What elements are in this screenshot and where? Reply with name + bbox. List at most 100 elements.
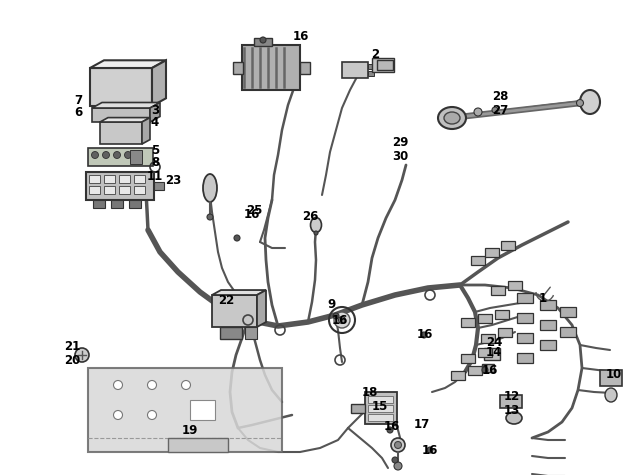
Text: 29: 29 xyxy=(392,136,408,150)
Text: 30: 30 xyxy=(392,150,408,162)
Bar xyxy=(154,182,164,190)
Polygon shape xyxy=(150,103,160,122)
Text: 12: 12 xyxy=(504,390,520,402)
Text: 26: 26 xyxy=(302,209,318,222)
Circle shape xyxy=(234,235,240,241)
Bar xyxy=(368,71,374,76)
Text: 16: 16 xyxy=(482,363,498,377)
Polygon shape xyxy=(92,108,150,122)
Circle shape xyxy=(260,37,266,43)
Bar xyxy=(119,186,130,194)
Polygon shape xyxy=(508,281,522,289)
Bar xyxy=(111,200,123,208)
Polygon shape xyxy=(212,295,257,327)
Polygon shape xyxy=(485,247,499,257)
Polygon shape xyxy=(481,333,495,342)
Polygon shape xyxy=(471,256,485,265)
Polygon shape xyxy=(498,327,512,336)
Circle shape xyxy=(394,441,401,448)
Text: 2: 2 xyxy=(371,48,379,61)
Text: 3: 3 xyxy=(151,104,159,116)
Bar xyxy=(365,392,397,424)
Text: 16: 16 xyxy=(244,209,260,221)
Polygon shape xyxy=(478,348,492,357)
Ellipse shape xyxy=(605,388,617,402)
Circle shape xyxy=(482,367,488,373)
Polygon shape xyxy=(90,60,166,68)
Circle shape xyxy=(147,410,156,419)
Polygon shape xyxy=(482,364,494,372)
Text: 25: 25 xyxy=(246,203,262,217)
Text: 16: 16 xyxy=(293,29,309,42)
Polygon shape xyxy=(351,403,365,412)
Polygon shape xyxy=(517,293,533,303)
Polygon shape xyxy=(517,333,533,343)
Polygon shape xyxy=(88,368,282,452)
Polygon shape xyxy=(168,438,228,452)
Text: 16: 16 xyxy=(422,444,438,456)
Circle shape xyxy=(339,316,346,323)
Text: 23: 23 xyxy=(165,173,181,187)
Ellipse shape xyxy=(444,112,460,124)
Text: 28: 28 xyxy=(492,91,508,104)
Polygon shape xyxy=(517,353,533,363)
Text: 27: 27 xyxy=(492,104,508,116)
Polygon shape xyxy=(540,300,556,310)
Bar xyxy=(130,150,142,164)
Bar xyxy=(129,200,141,208)
Bar xyxy=(134,186,145,194)
Polygon shape xyxy=(468,365,482,374)
Text: 9: 9 xyxy=(328,298,336,312)
Circle shape xyxy=(147,380,156,390)
Text: 4: 4 xyxy=(151,115,159,129)
Polygon shape xyxy=(100,118,150,122)
Polygon shape xyxy=(560,327,576,337)
Circle shape xyxy=(261,38,265,42)
Bar xyxy=(134,175,145,183)
Circle shape xyxy=(125,152,132,159)
Bar xyxy=(254,38,272,46)
Bar xyxy=(93,200,105,208)
Bar xyxy=(104,186,115,194)
Polygon shape xyxy=(92,103,160,108)
Text: 16: 16 xyxy=(417,329,433,342)
Text: 8: 8 xyxy=(151,156,159,170)
Bar xyxy=(220,327,242,339)
Bar xyxy=(89,175,100,183)
Circle shape xyxy=(394,462,402,470)
Bar xyxy=(368,405,393,412)
Polygon shape xyxy=(540,340,556,350)
Text: 19: 19 xyxy=(182,424,198,437)
Polygon shape xyxy=(233,62,243,74)
Polygon shape xyxy=(540,320,556,330)
Circle shape xyxy=(392,457,398,463)
Text: 7: 7 xyxy=(74,94,82,106)
Bar xyxy=(500,395,522,408)
Circle shape xyxy=(427,447,433,453)
Bar xyxy=(119,175,130,183)
Polygon shape xyxy=(90,68,152,106)
Bar xyxy=(368,396,393,403)
Bar xyxy=(190,400,215,420)
Polygon shape xyxy=(451,370,465,380)
Circle shape xyxy=(113,410,123,419)
Text: 16: 16 xyxy=(332,314,348,326)
Text: 1: 1 xyxy=(539,292,547,304)
Polygon shape xyxy=(212,290,266,295)
Bar xyxy=(372,58,394,72)
Circle shape xyxy=(182,380,191,390)
Ellipse shape xyxy=(311,218,322,232)
Bar xyxy=(484,348,500,360)
Polygon shape xyxy=(300,62,310,74)
Circle shape xyxy=(314,231,318,235)
Text: 10: 10 xyxy=(606,369,622,381)
Circle shape xyxy=(103,152,110,159)
Polygon shape xyxy=(100,122,142,144)
Circle shape xyxy=(135,152,142,159)
Circle shape xyxy=(75,348,89,362)
Circle shape xyxy=(92,152,99,159)
Circle shape xyxy=(333,313,339,319)
Circle shape xyxy=(474,108,482,116)
Polygon shape xyxy=(377,60,393,70)
Polygon shape xyxy=(257,290,266,327)
